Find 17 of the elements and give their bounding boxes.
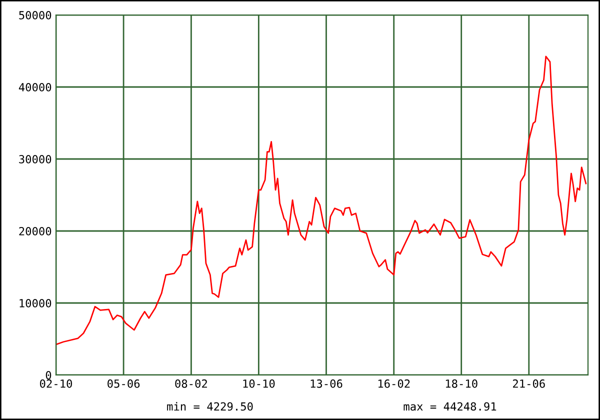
- y-tick-label: 50000: [19, 11, 52, 20]
- x-tick-label: 10-10: [243, 379, 275, 388]
- x-tick-label: 21-06: [513, 379, 545, 388]
- x-tick-label: 18-10: [446, 379, 478, 388]
- x-tick-label: 05-06: [108, 379, 140, 388]
- line-series: [56, 56, 587, 346]
- y-tick-label: 30000: [19, 155, 52, 164]
- text: min = 4229.50: [167, 402, 253, 411]
- y-tick-label: 10000: [20, 299, 52, 308]
- x-tick-label: 02-10: [40, 379, 72, 388]
- y-tick-label: 20000: [19, 227, 52, 236]
- x-tick-label: 16-02: [378, 379, 410, 388]
- x-tick-label: 08-02: [175, 379, 207, 388]
- x-tick-label: 13-06: [310, 379, 342, 388]
- y-tick-label: 40000: [18, 83, 52, 92]
- y-tick-label: 0: [46, 371, 52, 380]
- text: max = 44248.91: [404, 402, 496, 411]
